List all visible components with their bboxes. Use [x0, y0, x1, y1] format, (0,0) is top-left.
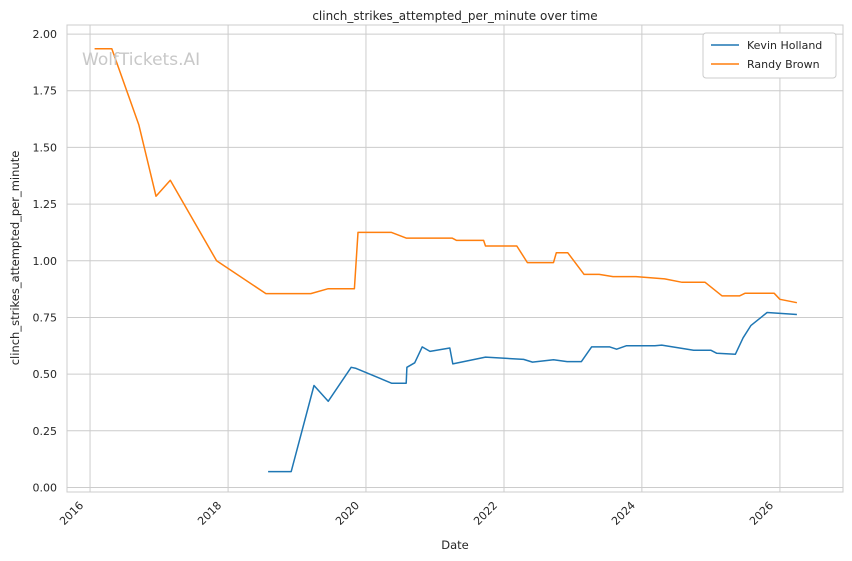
legend-label-randy-brown: Randy Brown	[747, 58, 820, 71]
y-tick-label: 2.00	[33, 28, 58, 41]
y-tick-label: 1.75	[33, 85, 58, 98]
chart-title: clinch_strikes_attempted_per_minute over…	[312, 9, 597, 23]
series-layer	[94, 48, 798, 473]
plot-area	[66, 24, 844, 493]
x-axis-title: Date	[441, 538, 469, 552]
grid	[67, 25, 843, 492]
y-tick-label: 0.75	[33, 311, 58, 324]
legend-label-kevin-holland: Kevin Holland	[747, 39, 822, 52]
y-tick-label: 1.25	[33, 198, 58, 211]
y-tick-label: 0.25	[33, 425, 58, 438]
y-tick-labels: 0.00 0.25 0.50 0.75 1.00 1.25 1.50 1.75 2.00	[33, 28, 58, 494]
watermark: WolfTickets.AI	[82, 50, 200, 70]
legend: Kevin Holland Randy Brown	[702, 32, 837, 79]
series-line-kevin-holland	[268, 311, 797, 473]
series-line-randy-brown	[94, 48, 798, 304]
y-tick-label: 0.00	[33, 481, 58, 494]
y-axis-title: clinch_strikes_attempted_per_minute	[8, 151, 22, 366]
y-tick-label: 1.50	[33, 141, 58, 154]
y-tick-label: 1.00	[33, 255, 58, 268]
y-tick-label: 0.50	[33, 368, 58, 381]
